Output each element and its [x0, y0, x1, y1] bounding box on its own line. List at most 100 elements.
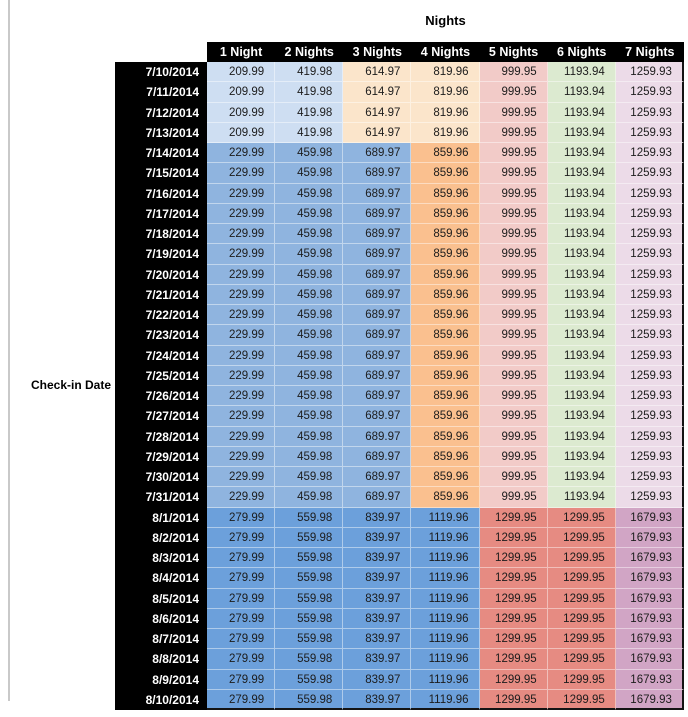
- price-cell: 839.97: [343, 527, 412, 548]
- price-cell: 459.98: [275, 305, 344, 326]
- date-cell: 8/5/2014: [115, 588, 207, 609]
- price-cell: 1193.94: [547, 446, 616, 467]
- date-cell: 7/22/2014: [115, 305, 207, 326]
- price-cell: 459.98: [275, 487, 344, 508]
- price-cell: 999.95: [479, 122, 548, 143]
- column-header: 3 Nights: [343, 42, 412, 62]
- price-cell: 839.97: [343, 568, 412, 589]
- price-cell: 1193.94: [547, 325, 616, 346]
- price-cell: 209.99: [207, 102, 276, 123]
- date-cell: 7/21/2014: [115, 284, 207, 305]
- price-cell: 459.98: [275, 284, 344, 305]
- price-cell: 999.95: [479, 264, 548, 285]
- date-cell: 7/31/2014: [115, 487, 207, 508]
- column-header: 6 Nights: [547, 42, 616, 62]
- price-cell: 1259.93: [615, 102, 684, 123]
- price-cell: 1259.93: [615, 426, 684, 447]
- price-cell: 279.99: [207, 527, 276, 548]
- date-cell: 7/10/2014: [115, 62, 207, 83]
- date-cell: 8/2/2014: [115, 527, 207, 548]
- price-cell: 229.99: [207, 426, 276, 447]
- price-cell: 999.95: [479, 365, 548, 386]
- price-cell: 1259.93: [615, 183, 684, 204]
- price-cell: 689.97: [343, 446, 412, 467]
- price-cell: 999.95: [479, 102, 548, 123]
- price-cell: 229.99: [207, 244, 276, 265]
- price-cell: 559.98: [275, 629, 344, 650]
- price-cell: 229.99: [207, 143, 276, 164]
- price-cell: 859.96: [411, 264, 480, 285]
- price-cell: 1193.94: [547, 143, 616, 164]
- corner-cell: [115, 42, 207, 62]
- price-cell: 614.97: [343, 102, 412, 123]
- price-cell: 614.97: [343, 122, 412, 143]
- column-header: 2 Nights: [275, 42, 344, 62]
- price-cell: 999.95: [479, 487, 548, 508]
- price-cell: 1119.96: [411, 548, 480, 569]
- price-cell: 859.96: [411, 446, 480, 467]
- price-cell: 1299.95: [547, 588, 616, 609]
- price-cell: 229.99: [207, 365, 276, 386]
- price-cell: 459.98: [275, 224, 344, 245]
- price-cell: 559.98: [275, 649, 344, 670]
- price-cell: 1193.94: [547, 487, 616, 508]
- price-cell: 1259.93: [615, 244, 684, 265]
- price-cell: 1119.96: [411, 527, 480, 548]
- price-cell: 689.97: [343, 467, 412, 488]
- price-cell: 229.99: [207, 284, 276, 305]
- price-cell: 839.97: [343, 608, 412, 629]
- column-header: 4 Nights: [411, 42, 480, 62]
- price-cell: 229.99: [207, 345, 276, 366]
- date-cell: 7/14/2014: [115, 143, 207, 164]
- price-cell: 1299.95: [547, 608, 616, 629]
- date-cell: 7/11/2014: [115, 82, 207, 103]
- price-cell: 1259.93: [615, 406, 684, 427]
- price-cell: 1119.96: [411, 507, 480, 528]
- price-cell: 229.99: [207, 264, 276, 285]
- date-cell: 7/24/2014: [115, 345, 207, 366]
- column-header: 1 Night: [207, 42, 276, 62]
- price-cell: 1299.95: [479, 629, 548, 650]
- date-cell: 7/15/2014: [115, 163, 207, 184]
- price-cell: 1119.96: [411, 588, 480, 609]
- price-cell: 839.97: [343, 548, 412, 569]
- price-cell: 279.99: [207, 588, 276, 609]
- pricing-table: 1 Night 2 Nights 3 Nights 4 Nights 5 Nights 6…: [115, 42, 684, 710]
- price-cell: 999.95: [479, 467, 548, 488]
- price-cell: 209.99: [207, 122, 276, 143]
- price-cell: 859.96: [411, 284, 480, 305]
- price-cell: 1299.95: [479, 669, 548, 690]
- price-cell: 839.97: [343, 588, 412, 609]
- price-cell: 999.95: [479, 284, 548, 305]
- price-cell: 459.98: [275, 406, 344, 427]
- price-cell: 459.98: [275, 386, 344, 407]
- price-cell: 1193.94: [547, 122, 616, 143]
- price-cell: 459.98: [275, 467, 344, 488]
- price-cell: 559.98: [275, 588, 344, 609]
- price-cell: 229.99: [207, 487, 276, 508]
- price-cell: 1193.94: [547, 102, 616, 123]
- price-cell: 1193.94: [547, 224, 616, 245]
- price-cell: 689.97: [343, 487, 412, 508]
- price-cell: 1193.94: [547, 183, 616, 204]
- date-cell: 7/25/2014: [115, 365, 207, 386]
- price-cell: 459.98: [275, 426, 344, 447]
- price-cell: 859.96: [411, 143, 480, 164]
- price-cell: 1299.95: [547, 507, 616, 528]
- price-cell: 859.96: [411, 183, 480, 204]
- price-cell: 459.98: [275, 365, 344, 386]
- price-cell: 229.99: [207, 163, 276, 184]
- price-cell: 1679.93: [615, 689, 684, 710]
- price-cell: 229.99: [207, 224, 276, 245]
- price-cell: 689.97: [343, 345, 412, 366]
- price-cell: 859.96: [411, 163, 480, 184]
- price-cell: 859.96: [411, 345, 480, 366]
- price-cell: 689.97: [343, 183, 412, 204]
- price-cell: 999.95: [479, 305, 548, 326]
- price-cell: 1259.93: [615, 203, 684, 224]
- price-cell: 559.98: [275, 527, 344, 548]
- price-cell: 1259.93: [615, 264, 684, 285]
- price-cell: 559.98: [275, 669, 344, 690]
- price-cell: 459.98: [275, 325, 344, 346]
- price-cell: 614.97: [343, 82, 412, 103]
